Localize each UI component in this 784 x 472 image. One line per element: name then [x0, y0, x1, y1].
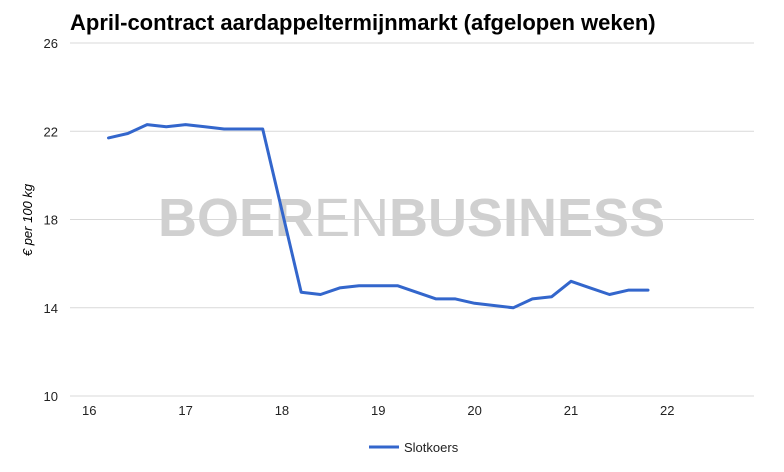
x-tick-label: 17 [178, 403, 192, 418]
x-tick-label: 22 [660, 403, 674, 418]
chart-title: April-contract aardappeltermijnmarkt (af… [70, 10, 656, 35]
data-point [107, 136, 110, 139]
data-point [338, 286, 341, 289]
x-axis-ticks: 16 17 18 19 20 21 22 [82, 403, 674, 418]
data-point [473, 302, 476, 305]
y-axis-label: € per 100 kg [20, 183, 35, 256]
watermark-en: EN [314, 188, 389, 248]
y-tick-label: 18 [44, 213, 58, 228]
data-point [492, 304, 495, 307]
data-point [531, 297, 534, 300]
legend-label: Slotkoers [404, 440, 459, 455]
series-layer [107, 123, 650, 310]
data-point [647, 289, 650, 292]
data-point [569, 280, 572, 283]
x-tick-label: 18 [275, 403, 289, 418]
watermark: BOERENBUSINESS [158, 188, 665, 248]
series-line-slotkoers [107, 123, 650, 310]
watermark-business: BUSINESS [389, 188, 665, 248]
data-point [550, 295, 553, 298]
data-point [126, 132, 129, 135]
y-tick-label: 10 [44, 389, 58, 404]
data-point [608, 293, 611, 296]
data-point [300, 291, 303, 294]
data-point [454, 297, 457, 300]
y-axis-ticks: 10 14 18 22 26 [44, 36, 58, 404]
x-tick-label: 19 [371, 403, 385, 418]
data-point [358, 284, 361, 287]
legend: Slotkoers [369, 440, 459, 455]
data-point [512, 306, 515, 309]
data-point [627, 289, 630, 292]
y-tick-label: 26 [44, 36, 58, 51]
data-point [415, 291, 418, 294]
data-point [435, 297, 438, 300]
y-tick-label: 22 [44, 124, 58, 139]
watermark-boer: BOER [158, 188, 314, 248]
y-tick-label: 14 [44, 301, 58, 316]
data-point [203, 125, 206, 128]
data-point [261, 128, 264, 131]
data-point [377, 284, 380, 287]
x-tick-label: 16 [82, 403, 96, 418]
data-point [165, 125, 168, 128]
data-point [242, 128, 245, 131]
data-point [589, 286, 592, 289]
data-point [184, 123, 187, 126]
data-point [223, 128, 226, 131]
data-point [146, 123, 149, 126]
x-tick-label: 21 [564, 403, 578, 418]
svg-text:BOERENBUSINESS: BOERENBUSINESS [158, 188, 665, 248]
x-tick-label: 20 [467, 403, 481, 418]
data-point [319, 293, 322, 296]
grid-lines [70, 42, 754, 397]
data-point [396, 284, 399, 287]
